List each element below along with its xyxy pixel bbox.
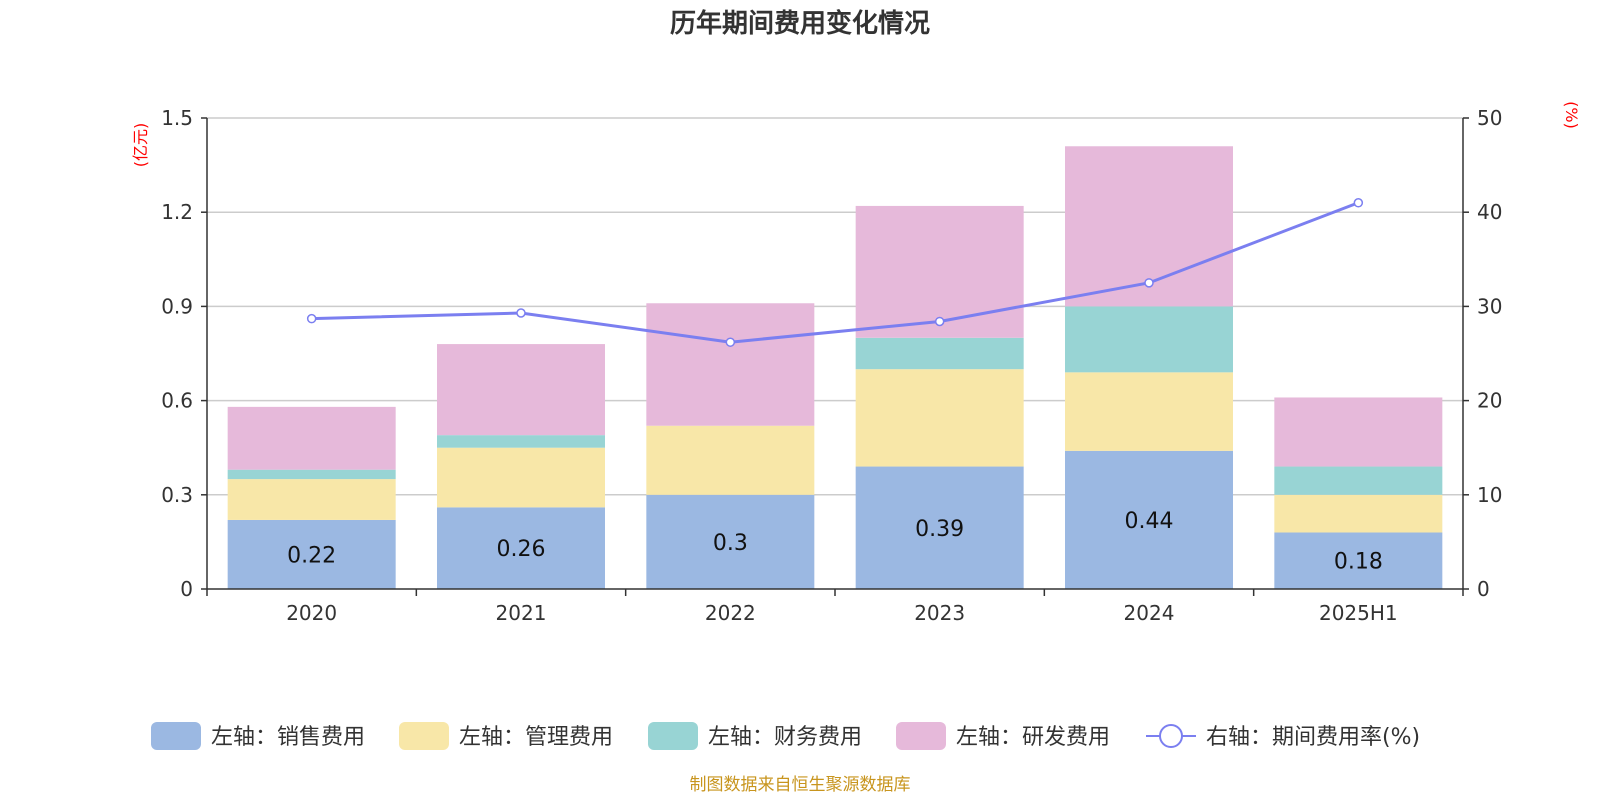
rate-point (934, 316, 945, 327)
bar-segment (1274, 532, 1443, 589)
rate-point (516, 308, 526, 318)
left-axis-tick-label: 0.6 (161, 389, 193, 413)
bar-segment (1065, 372, 1233, 451)
x-axis-tick-label: 2020 (286, 601, 337, 625)
bar-segment (1274, 466, 1443, 495)
bar-segment (437, 435, 605, 448)
right-axis-tick-label: 30 (1477, 294, 1502, 318)
bar-data-label: 0.22 (287, 543, 336, 568)
bar-segment (1274, 397, 1443, 467)
legend-label: 右轴：期间费用率(%) (1206, 725, 1420, 750)
bar-data-label: 0.44 (1125, 509, 1174, 534)
x-axis-tick-label: 2025H1 (1319, 601, 1398, 625)
bar-segment (1065, 450, 1233, 589)
bar-segment (646, 425, 815, 495)
bar-segment (227, 406, 396, 470)
chart-title: 历年期间费用变化情况 (670, 8, 930, 39)
bar-segment (1065, 306, 1233, 373)
bar-segment (227, 479, 396, 520)
rate-point (306, 313, 317, 324)
bar-segment (437, 447, 605, 508)
bars (227, 146, 1443, 589)
x-axis-tick-label: 2021 (496, 601, 547, 625)
bar-segment (1274, 494, 1443, 533)
gridlines (207, 117, 1463, 496)
axes: 0 0.3 0.6 0.9 1.2 1.5 0 10 20 30 40 50 2020 2021 2022 2… (161, 106, 1502, 625)
legend-label: 左轴：财务费用 (708, 725, 862, 750)
x-axis-tick-label: 2024 (1124, 601, 1175, 625)
bar-data-label: 0.18 (1334, 550, 1383, 575)
source-note: 制图数据来自恒生聚源数据库 (690, 775, 911, 795)
rate-point (725, 337, 736, 347)
right-axis-unit: (%) (1562, 101, 1581, 129)
bar-segment (855, 337, 1024, 370)
bar-segment (855, 369, 1024, 467)
legend-label: 左轴：销售费用 (211, 725, 365, 750)
data-labels: 0.22 0.26 0.3 0.39 0.44 0.18 (287, 509, 1383, 575)
bar-segment (227, 519, 396, 589)
left-axis-tick-label: 0 (180, 577, 193, 601)
rate-polyline (311, 201, 1359, 344)
right-axis-tick-label: 50 (1477, 106, 1502, 130)
bar-data-label: 0.3 (713, 531, 748, 556)
bar-segment (437, 507, 605, 589)
bar-data-label: 0.39 (915, 517, 964, 542)
rate-point (1144, 278, 1154, 288)
x-axis-tick-label: 2022 (705, 601, 756, 625)
bar-segment (855, 466, 1024, 589)
bar-segment (437, 344, 605, 436)
legend-swatch (399, 722, 449, 750)
left-axis-tick-label: 0.3 (161, 483, 193, 507)
rate-line (306, 198, 1364, 347)
left-axis-unit: (亿元) (131, 123, 150, 168)
left-axis-tick-label: 0.9 (161, 294, 193, 318)
legend-label: 左轴：研发费用 (956, 725, 1110, 750)
legend-swatch (151, 722, 201, 750)
right-axis-tick-label: 40 (1477, 200, 1502, 224)
bar-segment (227, 469, 396, 480)
legend-swatch (648, 722, 698, 750)
right-axis-tick-label: 10 (1477, 483, 1502, 507)
legend: 左轴：销售费用 左轴：管理费用 左轴：财务费用 左轴：研发费用 右轴：期间费用率(%) (151, 722, 1420, 750)
x-axis-tick-label: 2023 (914, 601, 965, 625)
left-axis-tick-label: 1.2 (161, 200, 193, 224)
left-axis-tick-label: 1.5 (161, 106, 193, 130)
right-axis-tick-label: 20 (1477, 389, 1502, 413)
bar-segment (646, 303, 815, 426)
bar-data-label: 0.26 (497, 537, 546, 562)
bar-segment (646, 494, 815, 589)
bar-segment (855, 205, 1024, 338)
rate-point (1353, 198, 1364, 208)
legend-swatch (896, 722, 946, 750)
right-axis-tick-label: 0 (1477, 577, 1490, 601)
legend-label: 左轴：管理费用 (459, 725, 613, 750)
legend-marker-icon (1159, 724, 1183, 748)
